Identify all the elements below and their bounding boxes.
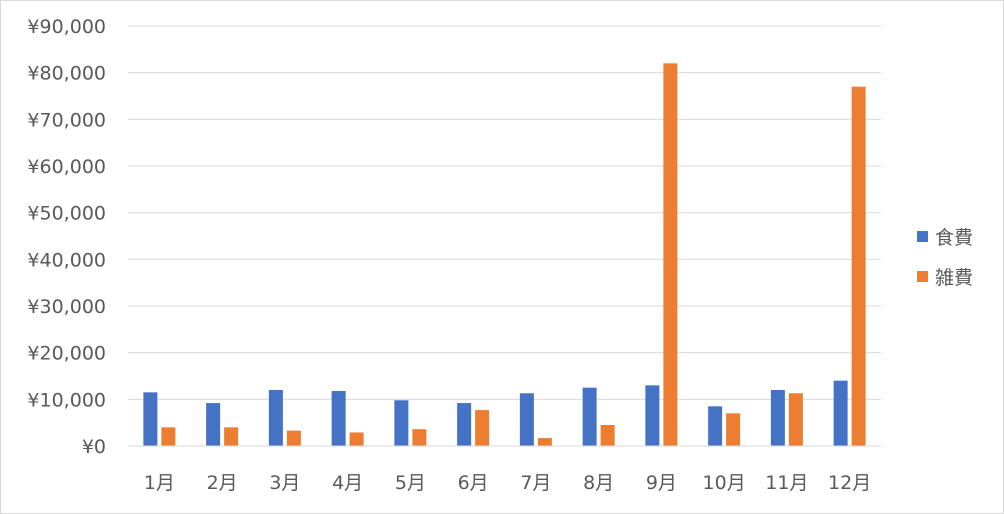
- y-tick-label: ¥20,000: [27, 343, 106, 365]
- x-tick-label: 4月: [332, 472, 363, 494]
- bar-food-3: [268, 390, 283, 446]
- x-tick-label: 7月: [520, 472, 551, 494]
- bar-misc-10: [726, 413, 741, 446]
- bar-food-2: [206, 403, 221, 446]
- gridlines: [128, 25, 881, 400]
- legend-swatch: [917, 271, 928, 282]
- x-tick-label: 10月: [703, 472, 746, 494]
- y-tick-label: ¥60,000: [27, 156, 106, 178]
- legend-label: 雑費: [935, 267, 973, 289]
- x-tick-label: 12月: [828, 472, 871, 494]
- bar-food-12: [833, 380, 848, 446]
- bar-misc-3: [286, 430, 301, 446]
- y-axis-tick-labels: ¥0 ¥10,000 ¥20,000 ¥30,000 ¥40,000 ¥50,000 ¥60…: [27, 16, 106, 458]
- bar-food-6: [457, 403, 472, 446]
- bar-food-10: [708, 406, 723, 446]
- bar-misc-4: [349, 432, 364, 446]
- bar-misc-1: [161, 427, 176, 446]
- y-tick-label: ¥70,000: [27, 109, 106, 131]
- bar-misc-9: [663, 63, 678, 446]
- y-tick-label: ¥10,000: [27, 389, 106, 411]
- x-axis-tick-labels: 1月 2月 3月 4月 5月 6月 7月 8月 9月 10月 11月 12月: [144, 472, 871, 494]
- bar-misc-5: [412, 429, 427, 446]
- y-tick-label: ¥0: [82, 436, 106, 458]
- bar-misc-2: [224, 427, 239, 446]
- bar-food-11: [770, 390, 785, 446]
- x-tick-label: 11月: [765, 472, 808, 494]
- y-tick-label: ¥90,000: [27, 16, 106, 38]
- y-tick-label: ¥30,000: [27, 296, 106, 318]
- bar-misc-6: [475, 410, 490, 446]
- x-tick-label: 6月: [458, 472, 489, 494]
- bar-misc-8: [600, 425, 615, 446]
- x-tick-label: 8月: [583, 472, 614, 494]
- bar-food-9: [645, 385, 660, 446]
- y-tick-label: ¥50,000: [27, 203, 106, 225]
- x-tick-label: 5月: [395, 472, 426, 494]
- bar-misc-12: [851, 86, 866, 447]
- bar-food-1: [143, 392, 158, 446]
- y-tick-label: ¥80,000: [27, 63, 106, 85]
- x-tick-label: 3月: [269, 472, 300, 494]
- legend-swatch: [917, 231, 928, 242]
- bar-food-5: [394, 400, 409, 446]
- x-tick-label: 1月: [144, 472, 175, 494]
- bar-misc-7: [537, 438, 552, 446]
- y-tick-label: ¥40,000: [27, 249, 106, 271]
- bar-food-4: [331, 390, 346, 446]
- bar-misc-11: [788, 393, 803, 446]
- bars: [143, 63, 866, 447]
- bar-food-7: [519, 393, 534, 446]
- legend-label: 食費: [935, 227, 973, 249]
- x-tick-label: 9月: [646, 472, 677, 494]
- x-tick-label: 2月: [207, 472, 238, 494]
- bar-food-8: [582, 387, 597, 446]
